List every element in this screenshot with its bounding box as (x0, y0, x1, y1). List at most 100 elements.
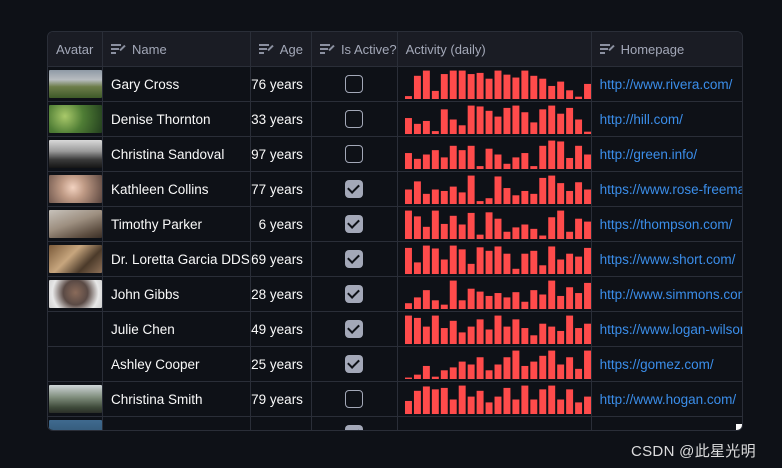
name-cell[interactable]: Gary Cross (102, 66, 251, 102)
checkbox-checked[interactable] (345, 425, 364, 430)
homepage-link[interactable]: http://green.info/ (599, 146, 698, 162)
homepage-cell[interactable]: https://www.rose-freeman.com/ (591, 171, 742, 207)
homepage-link[interactable]: https://gomez.com/ (599, 356, 714, 372)
avatar-cell[interactable] (48, 101, 103, 137)
checkbox-checked[interactable] (345, 180, 364, 198)
homepage-cell[interactable]: http://www.rivera.com/ (591, 66, 742, 102)
table-row[interactable]: Christina Smith 79 years http://www.hogan.… (48, 381, 742, 417)
homepage-link[interactable]: http://www.hogan.com/ (599, 391, 737, 407)
active-cell[interactable] (311, 241, 398, 277)
homepage-link[interactable]: https://www.logan-wilson.com/ (599, 321, 742, 337)
table-row[interactable]: John Gibbs 28 years http://www.simmons.com… (48, 276, 743, 312)
activity-bar (556, 364, 564, 379)
age-cell[interactable]: 6 years (250, 206, 312, 242)
homepage-cell[interactable] (591, 416, 742, 431)
age-cell[interactable]: 97 years (250, 136, 312, 172)
homepage-link[interactable]: https://thompson.com/ (599, 216, 733, 232)
header-age[interactable]: Age (250, 32, 312, 67)
name-cell[interactable]: Timothy Parker (102, 206, 251, 242)
age-cell[interactable]: 77 years (250, 171, 312, 207)
checkbox-unchecked[interactable] (345, 390, 364, 408)
age-cell[interactable] (250, 416, 312, 430)
name-cell[interactable] (102, 416, 251, 430)
table-row[interactable]: Gary Cross 76 years http://www.rivera.com/ (48, 66, 742, 102)
homepage-cell[interactable]: https://thompson.com/ (591, 206, 742, 242)
homepage-link[interactable]: http://www.simmons.com/ (599, 286, 743, 302)
avatar-cell[interactable] (48, 311, 103, 347)
homepage-cell[interactable]: http://green.info/ (591, 136, 742, 172)
active-cell[interactable] (311, 416, 398, 430)
age-cell[interactable]: 49 years (250, 311, 312, 347)
name-cell[interactable]: Kathleen Collins (102, 171, 251, 207)
homepage-cell[interactable]: http://www.simmons.com/ (591, 276, 743, 312)
checkbox-unchecked[interactable] (345, 110, 364, 128)
table-row[interactable]: Kathleen Collins 77 years https://www.rose… (48, 171, 742, 207)
age-cell[interactable]: 76 years (250, 66, 312, 102)
homepage-link[interactable]: http://hill.com/ (599, 111, 683, 127)
activity-sparkline (404, 140, 591, 169)
name-cell[interactable]: Christina Smith (102, 381, 251, 417)
active-cell[interactable] (311, 136, 398, 172)
name-cell[interactable]: John Gibbs (102, 276, 251, 312)
table-row[interactable]: Christina Sandoval 97 years http://green.i… (48, 136, 742, 172)
homepage-cell[interactable]: https://www.logan-wilson.com/ (591, 311, 742, 347)
name-cell[interactable]: Denise Thornton (102, 101, 251, 137)
homepage-link[interactable]: https://www.rose-freeman.com/ (599, 181, 742, 197)
name-cell[interactable]: Dr. Loretta Garcia DDS (102, 241, 251, 277)
checkbox-checked[interactable] (345, 355, 364, 373)
homepage-link[interactable]: https://www.short.com/ (599, 251, 736, 267)
checkbox-checked[interactable] (345, 250, 364, 268)
avatar-cell[interactable] (48, 381, 103, 417)
name-cell[interactable]: Julie Chen (102, 311, 251, 347)
homepage-cell[interactable]: https://www.short.com/ (591, 241, 742, 277)
checkbox-checked[interactable] (345, 320, 364, 338)
table-row[interactable] (48, 416, 742, 431)
avatar-cell[interactable] (48, 241, 103, 277)
avatar-cell[interactable] (48, 416, 103, 430)
name-cell[interactable]: Christina Sandoval (102, 136, 251, 172)
avatar-cell[interactable] (48, 206, 103, 242)
age-cell[interactable]: 25 years (250, 346, 312, 382)
homepage-cell[interactable]: http://www.hogan.com/ (591, 381, 742, 417)
checkbox-unchecked[interactable] (345, 75, 364, 93)
age-cell[interactable]: 79 years (250, 381, 312, 417)
header-activity[interactable]: Activity (daily) (397, 32, 592, 67)
name-cell[interactable]: Ashley Cooper (102, 346, 251, 382)
table-row[interactable]: Julie Chen 49 years https://www.logan-wils… (48, 311, 742, 347)
active-cell[interactable] (311, 66, 398, 102)
homepage-cell[interactable]: http://hill.com/ (591, 101, 742, 137)
active-cell[interactable] (311, 206, 398, 242)
active-cell[interactable] (311, 101, 398, 137)
avatar-cell[interactable] (48, 171, 103, 207)
active-cell[interactable] (311, 381, 398, 417)
age-cell[interactable]: 33 years (250, 101, 312, 137)
table-row[interactable]: Ashley Cooper 25 years https://gomez.com/ (48, 346, 742, 382)
table-row[interactable]: Denise Thornton 33 years http://hill.com/ (48, 101, 742, 137)
activity-bar (449, 70, 457, 99)
header-homepage[interactable]: Homepage (591, 32, 742, 67)
avatar-cell[interactable] (48, 136, 103, 172)
checkbox-checked[interactable] (345, 215, 364, 233)
avatar-cell[interactable] (48, 346, 103, 382)
header-name[interactable]: Name (102, 32, 251, 67)
avatar-cell[interactable] (48, 276, 103, 312)
homepage-link[interactable]: http://www.rivera.com/ (599, 76, 733, 92)
activity-bar (512, 77, 519, 99)
checkbox-unchecked[interactable] (345, 145, 364, 163)
avatar-cell[interactable] (48, 66, 103, 102)
table-row[interactable]: Timothy Parker 6 years https://thompson.co… (48, 206, 742, 242)
active-cell[interactable] (311, 311, 398, 347)
data-grid[interactable]: Avatar Name Age Is Active? Activity (dai… (47, 31, 743, 431)
active-cell[interactable] (311, 346, 398, 382)
header-active[interactable]: Is Active? (311, 32, 398, 67)
checkbox-checked[interactable] (345, 285, 364, 303)
header-avatar[interactable]: Avatar (48, 32, 103, 67)
homepage-cell[interactable]: https://gomez.com/ (591, 346, 742, 382)
homepage-link[interactable] (592, 427, 600, 431)
active-cell[interactable] (311, 171, 398, 207)
table-row[interactable]: Dr. Loretta Garcia DDS 69 years https://ww… (48, 241, 742, 277)
age-cell[interactable]: 69 years (250, 241, 312, 277)
activity-bar (494, 154, 502, 169)
active-cell[interactable] (311, 276, 398, 312)
age-cell[interactable]: 28 years (250, 276, 312, 312)
